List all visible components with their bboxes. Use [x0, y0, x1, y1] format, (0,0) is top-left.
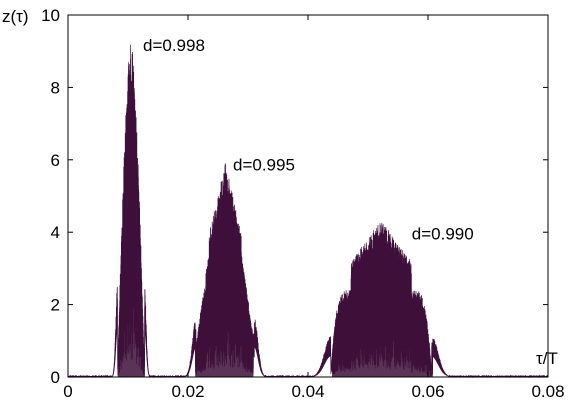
- x-tick-label: 0.04: [291, 382, 324, 401]
- y-tick-label: 8: [51, 78, 60, 97]
- y-tick-label: 0: [51, 368, 60, 387]
- x-tick-label: 0.08: [531, 382, 564, 401]
- peak-annotation: d=0.998: [143, 36, 205, 55]
- plot-area: [67, 44, 549, 378]
- x-tick-label: 0: [63, 382, 72, 401]
- x-tick-label: 0.02: [171, 382, 204, 401]
- y-tick-label: 2: [51, 296, 60, 315]
- y-tick-label: 4: [51, 223, 60, 242]
- y-tick-label: 6: [51, 151, 60, 170]
- y-axis-label: z(τ): [2, 7, 29, 26]
- axis-ticks: 0 0.02 0.04 0.06 0.08 0 2 4 6 8 10: [41, 6, 564, 401]
- peak-body: [195, 209, 254, 377]
- x-axis-label: τ/T: [536, 349, 558, 368]
- annotations: d=0.998 d=0.995 d=0.990: [143, 36, 474, 243]
- peak-body: [332, 254, 433, 377]
- x-tick-label: 0.06: [411, 382, 444, 401]
- y-tick-label: 10: [41, 6, 60, 25]
- peak-body: [117, 109, 145, 378]
- peak-annotation: d=0.995: [233, 156, 295, 175]
- peak-annotation: d=0.990: [412, 224, 474, 243]
